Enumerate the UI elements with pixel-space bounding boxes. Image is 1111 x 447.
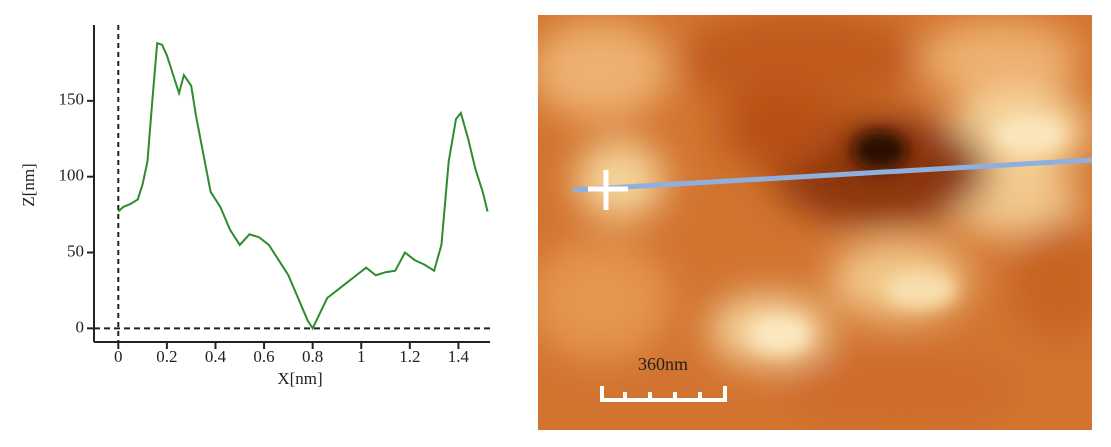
x-tick-label: 0.6 [253,347,274,366]
x-axis-label: X[nm] [277,369,322,388]
y-tick-label: 0 [76,317,85,336]
scale-bar-label: 360nm [638,354,688,374]
x-tick-label: 0 [114,347,123,366]
y-axis-label: Z[nm] [19,163,38,206]
x-tick-label: 0.2 [156,347,177,366]
x-tick-label: 0.8 [302,347,323,366]
profile-line [117,41,489,331]
x-tick-label: 0.4 [205,347,227,366]
scale-bar [600,386,727,402]
profile-line [572,157,1092,193]
afm-image: 360nm [538,15,1092,430]
y-tick-label: 150 [59,90,85,109]
x-tick-label: 1 [357,347,366,366]
x-tick-label: 1.4 [448,347,470,366]
y-tick-label: 50 [67,241,84,260]
y-tick-label: 100 [59,166,85,185]
x-tick-label: 1.2 [399,347,420,366]
